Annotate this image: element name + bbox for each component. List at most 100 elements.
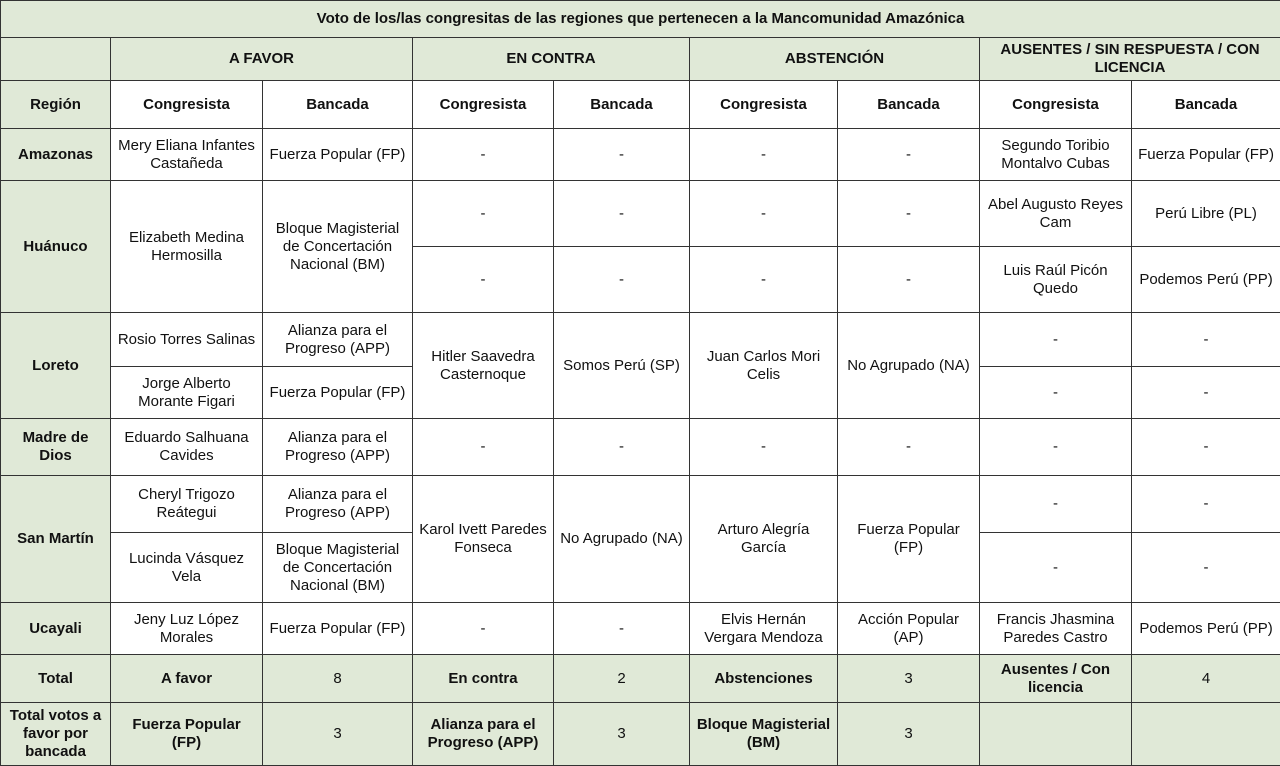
data-cell: Arturo Alegría García	[690, 476, 838, 603]
bancada-total-cell: 3	[554, 703, 690, 766]
data-cell: -	[554, 603, 690, 655]
bancada-total-cell: Fuerza Popular (FP)	[111, 703, 263, 766]
data-cell: Juan Carlos Mori Celis	[690, 313, 838, 419]
column-header: Congresista	[980, 81, 1132, 129]
data-cell: Bloque Magisterial de Concertación Nacio…	[263, 181, 413, 313]
total-cell: En contra	[413, 655, 554, 703]
data-cell: Podemos Perú (PP)	[1132, 247, 1280, 313]
group-header: A FAVOR	[111, 38, 413, 81]
data-cell: -	[554, 181, 690, 247]
empty-header-cell	[1, 38, 111, 81]
total-cell: Abstenciones	[690, 655, 838, 703]
data-cell: Mery Eliana Infantes Castañeda	[111, 129, 263, 181]
region-cell: Madre de Dios	[1, 419, 111, 476]
data-cell: -	[1132, 313, 1280, 367]
total-cell: 8	[263, 655, 413, 703]
region-cell: Amazonas	[1, 129, 111, 181]
column-header: Congresista	[111, 81, 263, 129]
region-cell: San Martín	[1, 476, 111, 603]
bancada-total-cell	[980, 703, 1132, 766]
total-cell: 3	[838, 655, 980, 703]
data-cell: -	[413, 603, 554, 655]
bancada-total-cell: Alianza para el Progreso (APP)	[413, 703, 554, 766]
data-cell: -	[413, 247, 554, 313]
bancada-total-cell	[1132, 703, 1280, 766]
data-cell: Fuerza Popular (FP)	[263, 603, 413, 655]
data-cell: Fuerza Popular (FP)	[1132, 129, 1280, 181]
group-header: AUSENTES / SIN RESPUESTA / CON LICENCIA	[980, 38, 1280, 81]
data-cell: -	[413, 181, 554, 247]
data-cell: Rosio Torres Salinas	[111, 313, 263, 367]
column-header: Congresista	[413, 81, 554, 129]
data-cell: Hitler Saavedra Casternoque	[413, 313, 554, 419]
data-cell: Francis Jhasmina Paredes Castro	[980, 603, 1132, 655]
data-cell: -	[838, 419, 980, 476]
column-header: Bancada	[263, 81, 413, 129]
data-cell: No Agrupado (NA)	[554, 476, 690, 603]
data-cell: -	[980, 476, 1132, 533]
region-header: Región	[1, 81, 111, 129]
bancada-total-cell: Bloque Magisterial (BM)	[690, 703, 838, 766]
data-cell: -	[554, 129, 690, 181]
data-cell: Somos Perú (SP)	[554, 313, 690, 419]
data-cell: Elvis Hernán Vergara Mendoza	[690, 603, 838, 655]
data-cell: -	[980, 419, 1132, 476]
data-cell: Cheryl Trigozo Reátegui	[111, 476, 263, 533]
data-cell: Perú Libre (PL)	[1132, 181, 1280, 247]
data-cell: -	[1132, 367, 1280, 419]
data-cell: -	[554, 419, 690, 476]
region-cell: Loreto	[1, 313, 111, 419]
data-cell: -	[838, 129, 980, 181]
column-header: Bancada	[838, 81, 980, 129]
column-header: Bancada	[1132, 81, 1280, 129]
data-cell: Segundo Toribio Montalvo Cubas	[980, 129, 1132, 181]
data-cell: -	[690, 129, 838, 181]
data-cell: Acción Popular (AP)	[838, 603, 980, 655]
data-cell: Bloque Magisterial de Concertación Nacio…	[263, 533, 413, 603]
total-cell: 4	[1132, 655, 1280, 703]
data-cell: Abel Augusto Reyes Cam	[980, 181, 1132, 247]
data-cell: Alianza para el Progreso (APP)	[263, 419, 413, 476]
data-cell: Alianza para el Progreso (APP)	[263, 476, 413, 533]
data-cell: Lucinda Vásquez Vela	[111, 533, 263, 603]
data-cell: -	[690, 247, 838, 313]
data-cell: Jorge Alberto Morante Figari	[111, 367, 263, 419]
column-header: Congresista	[690, 81, 838, 129]
data-cell: -	[413, 129, 554, 181]
data-cell: Fuerza Popular (FP)	[838, 476, 980, 603]
data-cell: Jeny Luz López Morales	[111, 603, 263, 655]
data-cell: -	[413, 419, 554, 476]
group-header: ABSTENCIÓN	[690, 38, 980, 81]
data-cell: -	[1132, 476, 1280, 533]
data-cell: -	[554, 247, 690, 313]
data-cell: -	[1132, 533, 1280, 603]
column-header: Bancada	[554, 81, 690, 129]
group-header: EN CONTRA	[413, 38, 690, 81]
data-cell: -	[980, 367, 1132, 419]
data-cell: Karol Ivett Paredes Fonseca	[413, 476, 554, 603]
data-cell: Podemos Perú (PP)	[1132, 603, 1280, 655]
data-cell: -	[1132, 419, 1280, 476]
data-cell: Luis Raúl Picón Quedo	[980, 247, 1132, 313]
data-cell: Fuerza Popular (FP)	[263, 367, 413, 419]
title-row: Voto de los/las congresitas de las regio…	[1, 1, 1280, 38]
data-cell: -	[980, 313, 1132, 367]
data-cell: -	[838, 247, 980, 313]
data-cell: Alianza para el Progreso (APP)	[263, 313, 413, 367]
total-cell: Total	[1, 655, 111, 703]
bancada-total-cell: Total votos a favor por bancada	[1, 703, 111, 766]
total-cell: 2	[554, 655, 690, 703]
data-cell: Elizabeth Medina Hermosilla	[111, 181, 263, 313]
data-cell: -	[838, 181, 980, 247]
